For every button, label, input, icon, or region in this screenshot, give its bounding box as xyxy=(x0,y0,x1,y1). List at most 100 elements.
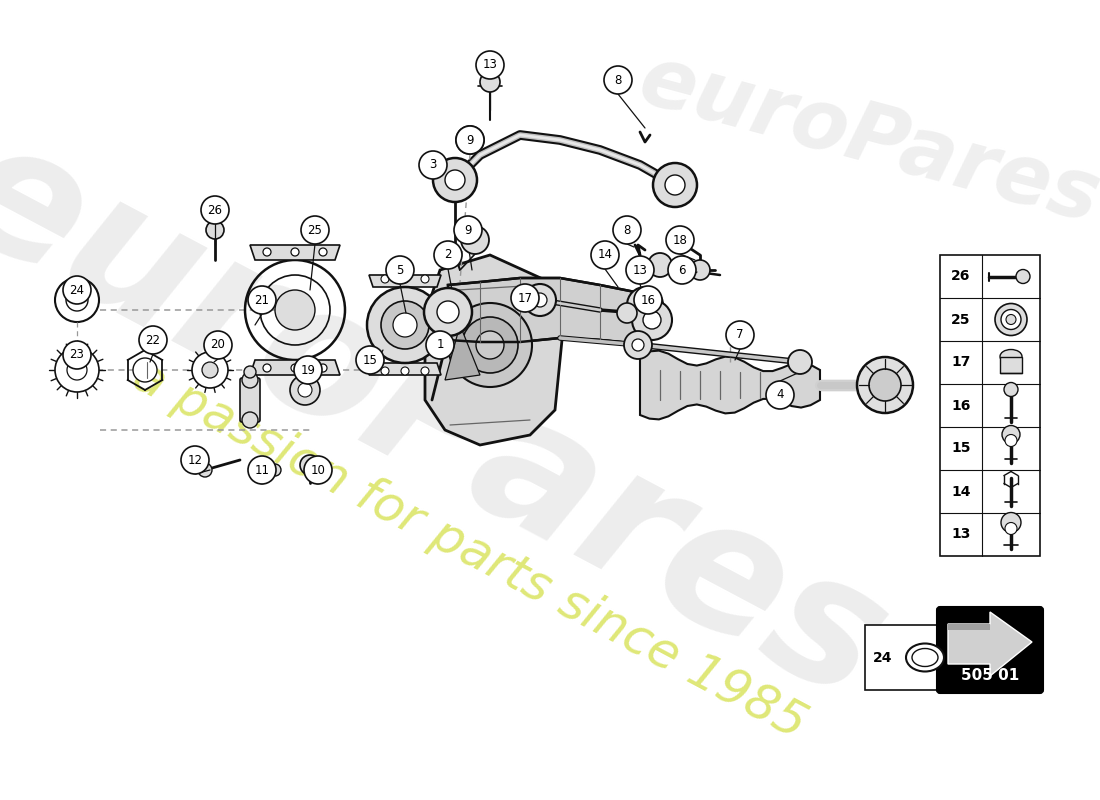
Circle shape xyxy=(304,456,332,484)
Polygon shape xyxy=(948,612,1032,676)
Text: 7: 7 xyxy=(736,329,744,342)
Circle shape xyxy=(275,290,315,330)
Circle shape xyxy=(63,276,91,304)
Text: 13: 13 xyxy=(483,58,497,71)
Circle shape xyxy=(433,158,477,202)
Bar xyxy=(1000,357,1022,373)
Text: 26: 26 xyxy=(208,203,222,217)
Circle shape xyxy=(55,278,99,322)
Circle shape xyxy=(480,72,501,92)
Circle shape xyxy=(634,286,662,314)
Ellipse shape xyxy=(906,643,944,671)
Polygon shape xyxy=(640,350,820,419)
Polygon shape xyxy=(250,360,340,375)
Circle shape xyxy=(294,356,322,384)
Circle shape xyxy=(402,367,409,375)
Circle shape xyxy=(290,375,320,405)
Text: 21: 21 xyxy=(254,294,270,306)
Polygon shape xyxy=(425,255,565,445)
Text: 15: 15 xyxy=(363,354,377,366)
Circle shape xyxy=(434,241,462,269)
Text: 16: 16 xyxy=(952,398,970,413)
Circle shape xyxy=(206,221,224,239)
Circle shape xyxy=(55,348,99,392)
Circle shape xyxy=(476,51,504,79)
Circle shape xyxy=(263,364,271,372)
Circle shape xyxy=(456,126,484,154)
Circle shape xyxy=(139,326,167,354)
Circle shape xyxy=(378,324,402,348)
Circle shape xyxy=(242,372,258,388)
Text: 17: 17 xyxy=(952,355,970,370)
Polygon shape xyxy=(446,325,480,380)
Circle shape xyxy=(381,301,429,349)
Ellipse shape xyxy=(1000,350,1022,363)
Circle shape xyxy=(248,286,276,314)
Circle shape xyxy=(381,275,389,283)
Text: 24: 24 xyxy=(69,283,85,297)
Circle shape xyxy=(461,226,490,254)
Circle shape xyxy=(386,256,414,284)
Text: 16: 16 xyxy=(640,294,656,306)
Circle shape xyxy=(512,284,539,312)
Polygon shape xyxy=(948,624,990,630)
Text: euroPares: euroPares xyxy=(0,102,914,738)
Text: 1: 1 xyxy=(437,338,443,351)
Circle shape xyxy=(626,256,654,284)
Text: 5: 5 xyxy=(396,263,404,277)
Text: 18: 18 xyxy=(672,234,688,246)
Text: 17: 17 xyxy=(517,291,532,305)
Circle shape xyxy=(637,297,653,313)
Circle shape xyxy=(66,289,88,311)
Circle shape xyxy=(1006,314,1016,325)
Circle shape xyxy=(319,364,327,372)
Circle shape xyxy=(613,216,641,244)
Text: 9: 9 xyxy=(464,223,472,237)
Circle shape xyxy=(242,412,258,428)
Circle shape xyxy=(244,366,256,378)
Circle shape xyxy=(448,303,532,387)
Circle shape xyxy=(668,256,696,284)
Text: 25: 25 xyxy=(308,223,322,237)
Circle shape xyxy=(996,303,1027,335)
Text: 12: 12 xyxy=(187,454,202,466)
Circle shape xyxy=(298,383,312,397)
Circle shape xyxy=(300,455,320,475)
Text: 22: 22 xyxy=(145,334,161,346)
Circle shape xyxy=(202,362,218,378)
Circle shape xyxy=(424,288,472,336)
Text: 505 01: 505 01 xyxy=(961,669,1019,683)
Circle shape xyxy=(292,248,299,256)
Circle shape xyxy=(270,464,280,476)
Circle shape xyxy=(624,331,652,359)
Circle shape xyxy=(437,301,459,323)
Circle shape xyxy=(182,446,209,474)
Circle shape xyxy=(204,331,232,359)
Text: 24: 24 xyxy=(873,650,893,665)
FancyBboxPatch shape xyxy=(937,607,1043,693)
Circle shape xyxy=(617,303,637,323)
Circle shape xyxy=(381,367,389,375)
Bar xyxy=(865,625,955,690)
Polygon shape xyxy=(368,275,441,287)
Circle shape xyxy=(263,248,271,256)
Circle shape xyxy=(591,241,619,269)
Text: 14: 14 xyxy=(597,249,613,262)
Circle shape xyxy=(534,293,547,307)
Text: 25: 25 xyxy=(952,313,970,326)
Circle shape xyxy=(201,196,229,224)
Circle shape xyxy=(421,275,429,283)
Circle shape xyxy=(301,216,329,244)
Text: 19: 19 xyxy=(300,363,316,377)
Text: 15: 15 xyxy=(952,442,970,455)
Circle shape xyxy=(63,341,91,369)
Circle shape xyxy=(604,66,632,94)
Text: 26: 26 xyxy=(952,270,970,283)
Circle shape xyxy=(67,360,87,380)
Text: 23: 23 xyxy=(69,349,85,362)
Circle shape xyxy=(1005,522,1018,534)
Circle shape xyxy=(690,260,710,280)
Circle shape xyxy=(319,248,327,256)
Circle shape xyxy=(367,287,443,363)
Text: 13: 13 xyxy=(632,263,648,277)
